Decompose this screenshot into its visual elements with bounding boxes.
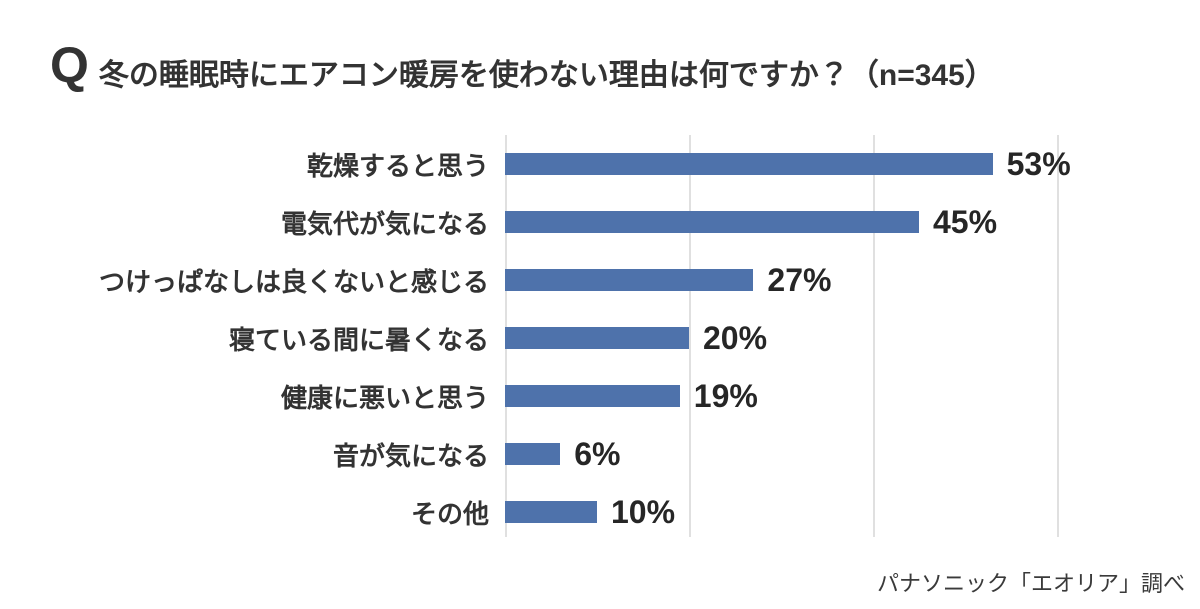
chart-row: 電気代が気になる 45% [0,193,1200,251]
chart-row: その他 10% [0,483,1200,541]
value-label: 45% [933,203,998,240]
chart-row: 音が気になる 6% [0,425,1200,483]
source-credit: パナソニック「エオリア」調べ [876,571,1185,596]
bar-track: 53% [505,135,1200,193]
category-label: つけっぱなしは良くないと感じる [98,266,489,297]
value-bar [505,211,919,233]
value-label: 27% [767,261,832,298]
bar-chart: 乾燥すると思う 53% 電気代が気になる 45% つけっぱなしは良くないと感じる 27% 寝… [0,135,1200,541]
page-title: 冬の睡眠時にエアコン暖房を使わない理由は何ですか？（n=345） [98,59,995,92]
value-bar [505,269,754,291]
value-label: 53% [1006,145,1071,182]
category-label: その他 [410,498,489,529]
chart-footer: パナソニック「エオリア」調べ [0,566,1185,598]
bar-track: 20% [505,309,1200,367]
category-label: 電気代が気になる [280,208,489,239]
category-label: 健康に悪いと思う [280,382,489,413]
value-bar [505,501,597,523]
chart-rows: 乾燥すると思う 53% 電気代が気になる 45% つけっぱなしは良くないと感じる 27% 寝… [0,135,1200,541]
bar-track: 19% [505,367,1200,425]
question-q-mark: Q [50,37,89,93]
chart-row: 乾燥すると思う 53% [0,135,1200,193]
value-bar [505,443,561,465]
chart-row: 健康に悪いと思う 19% [0,367,1200,425]
category-label: 音が気になる [332,440,489,471]
value-bar [505,385,680,407]
chart-row: つけっぱなしは良くないと感じる 27% [0,251,1200,309]
value-label: 19% [693,377,758,414]
value-label: 6% [574,435,621,472]
bar-track: 10% [505,483,1200,541]
value-label: 10% [611,493,676,530]
bar-track: 6% [505,425,1200,483]
question-header: Q 冬の睡眠時にエアコン暖房を使わない理由は何ですか？（n=345） [50,40,995,93]
bar-track: 45% [505,193,1200,251]
value-bar [505,327,689,349]
value-bar [505,153,993,175]
category-label: 寝ている間に暑くなる [228,324,489,355]
value-label: 20% [703,319,768,356]
bar-track: 27% [505,251,1200,309]
category-label: 乾燥すると思う [306,150,489,181]
chart-row: 寝ている間に暑くなる 20% [0,309,1200,367]
